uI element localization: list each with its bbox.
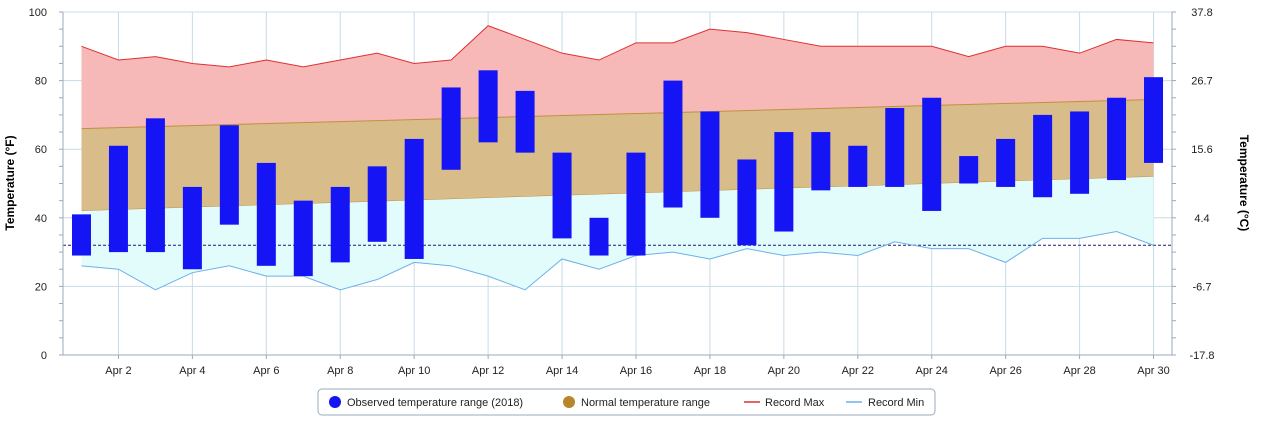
legend: Observed temperature range (2018) Normal… [317, 388, 936, 416]
y-left-tick-label: 100 [29, 7, 47, 19]
observed-bar-day-27[interactable] [1033, 114, 1053, 198]
observed-bar-day-30[interactable] [1144, 77, 1164, 163]
legend-item-record-max[interactable]: Record Max [744, 397, 825, 409]
normal-high-line [81, 98, 1154, 130]
observed-bar-day-9[interactable] [367, 166, 387, 242]
observed-bar-day-3[interactable] [145, 118, 165, 253]
x-tick-label: Apr 4 [179, 365, 205, 377]
observed-bar-day-18[interactable] [700, 111, 720, 218]
observed-bar-day-1[interactable] [71, 214, 91, 256]
legend-observed-marker [329, 396, 341, 408]
legend-item-observed[interactable]: Observed temperature range (2018) [329, 396, 523, 409]
observed-bars [71, 70, 1164, 277]
record-max-area [81, 25, 1154, 129]
y-right-tick-label: 26.7 [1191, 76, 1212, 88]
observed-bar-day-8[interactable] [330, 186, 350, 263]
y-left-tick-label: 40 [35, 213, 47, 225]
y-right-tick-label: 37.8 [1191, 7, 1212, 19]
legend-normal-marker [563, 396, 575, 408]
x-tick-label: Apr 26 [989, 365, 1021, 377]
record-lines [81, 25, 1154, 291]
x-tick-label: Apr 16 [620, 365, 652, 377]
observed-bar-day-12[interactable] [478, 70, 498, 143]
axes: 0 20 40 60 80 100 -17.8 -6.7 4.4 15.6 26.7 37.8 Apr … [29, 7, 1215, 377]
legend-record-max-label: Record Max [765, 397, 825, 409]
observed-bar-day-2[interactable] [108, 145, 128, 253]
y-left-tick-label: 80 [35, 76, 47, 88]
y-right-tick-label: 15.6 [1191, 144, 1212, 156]
x-tick-label: Apr 10 [398, 365, 430, 377]
legend-item-normal[interactable]: Normal temperature range [563, 396, 710, 409]
observed-bar-day-11[interactable] [441, 87, 461, 170]
x-tick-label: Apr 18 [694, 365, 726, 377]
observed-bar-day-21[interactable] [811, 132, 831, 191]
y-left-tick-label: 60 [35, 144, 47, 156]
x-tick-label: Apr 24 [916, 365, 948, 377]
observed-bar-day-24[interactable] [922, 97, 942, 211]
observed-bar-day-29[interactable] [1107, 97, 1127, 181]
y-left-tick-label: 0 [41, 350, 47, 362]
observed-bar-day-23[interactable] [885, 108, 905, 187]
legend-record-min-label: Record Min [868, 397, 924, 409]
observed-bar-day-14[interactable] [552, 152, 572, 239]
observed-bar-day-7[interactable] [293, 200, 313, 277]
x-tick-label: Apr 22 [842, 365, 874, 377]
x-tick-label: Apr 8 [327, 365, 353, 377]
observed-bar-day-4[interactable] [182, 186, 202, 270]
x-tick-label: Apr 20 [768, 365, 800, 377]
legend-observed-label: Observed temperature range (2018) [347, 397, 523, 409]
y-right-tick-label: -6.7 [1193, 281, 1212, 293]
x-tick-label: Apr 30 [1137, 365, 1169, 377]
observed-bar-day-22[interactable] [848, 145, 868, 187]
y-axis-left-title: Temperature (°F) [3, 135, 17, 230]
observed-bar-day-20[interactable] [774, 132, 794, 232]
observed-bar-day-5[interactable] [219, 125, 239, 225]
x-tick-label: Apr 2 [105, 365, 131, 377]
observed-bar-day-17[interactable] [663, 80, 683, 208]
observed-bar-day-16[interactable] [626, 152, 646, 256]
observed-bar-day-28[interactable] [1070, 111, 1090, 194]
legend-normal-label: Normal temperature range [581, 397, 710, 409]
legend-box [317, 388, 936, 416]
x-tick-label: Apr 12 [472, 365, 504, 377]
observed-bar-day-6[interactable] [256, 162, 276, 266]
legend-item-record-min[interactable]: Record Min [846, 397, 924, 409]
observed-bar-day-19[interactable] [737, 159, 757, 246]
observed-bar-day-26[interactable] [996, 138, 1016, 187]
x-tick-label: Apr 14 [546, 365, 578, 377]
y-right-tick-label: 4.4 [1194, 213, 1209, 225]
observed-bar-day-25[interactable] [959, 156, 979, 184]
record-max-line [81, 25, 1154, 68]
y-left-tick-label: 20 [35, 281, 47, 293]
observed-bar-day-13[interactable] [515, 90, 535, 153]
y-axis-right-title: Temperature (°C) [1237, 135, 1251, 232]
x-tick-label: Apr 28 [1063, 365, 1095, 377]
observed-bar-day-15[interactable] [589, 217, 609, 256]
y-right-tick-label: -17.8 [1189, 350, 1214, 362]
observed-bar-day-10[interactable] [404, 138, 424, 259]
record-min-line [81, 231, 1154, 291]
x-tick-label: Apr 6 [253, 365, 279, 377]
